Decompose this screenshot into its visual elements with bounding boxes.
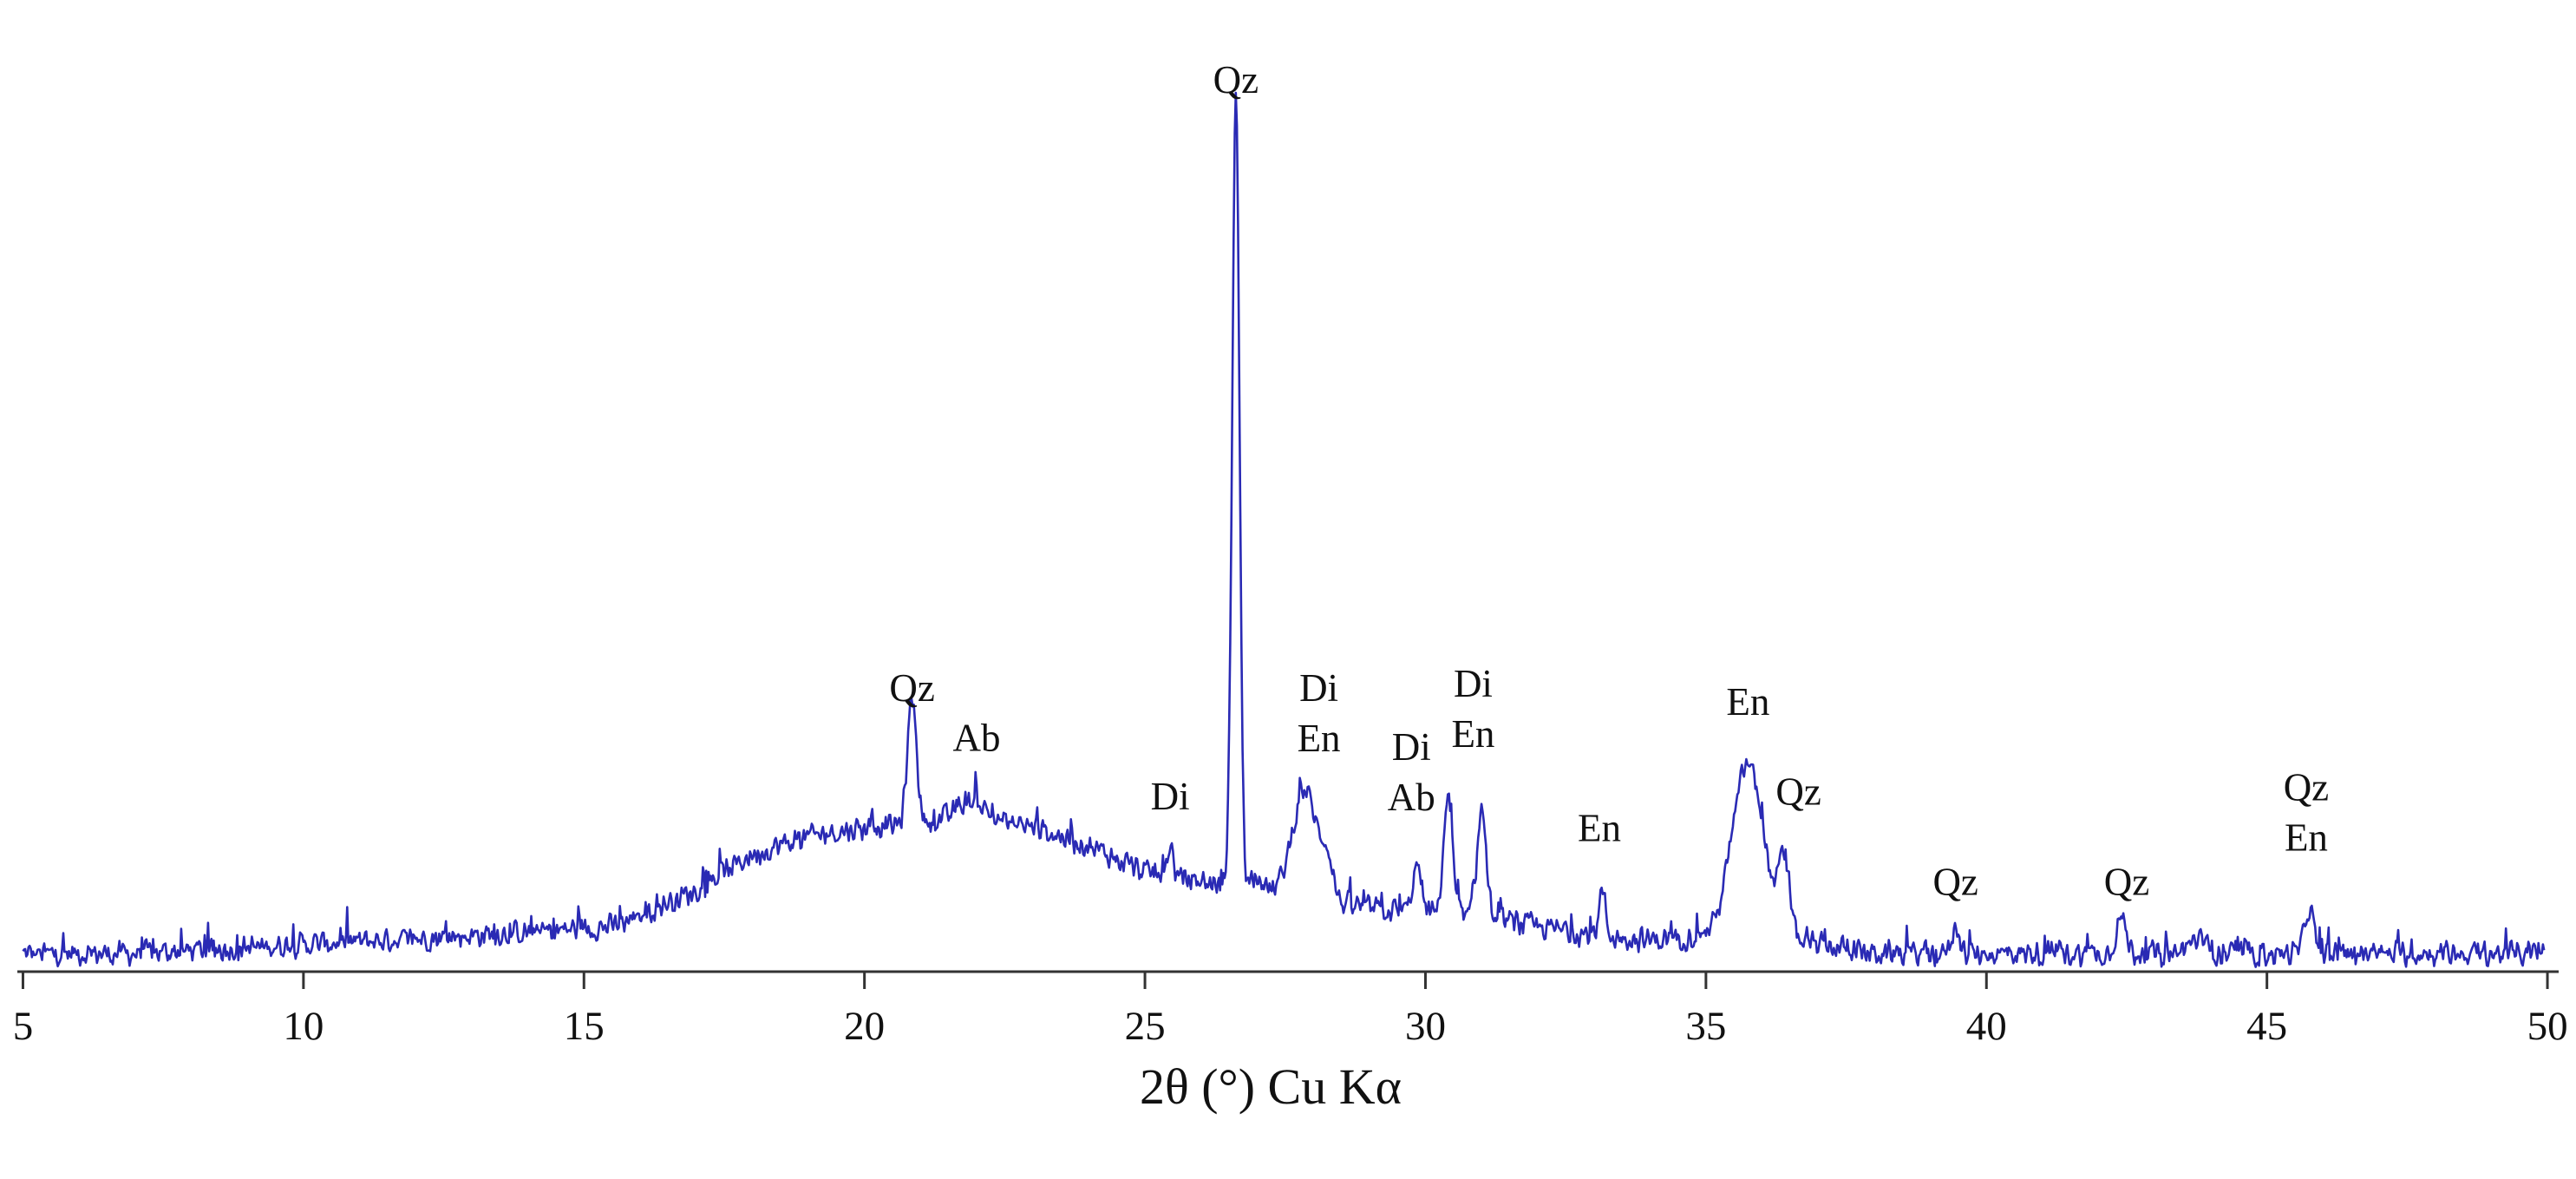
series-layer — [22, 91, 2546, 968]
peak-label-di-4: Di — [1299, 666, 1338, 710]
x-axis-title: 2θ (°) Cu Kα — [1140, 1058, 1402, 1115]
peak-label-qz-12: Qz — [2284, 766, 2329, 809]
peak-label-ab-5: Ab — [1388, 776, 1435, 819]
peak-label-en-8: En — [1726, 680, 1769, 724]
peak-label-en-12: En — [2285, 816, 2328, 860]
peak-label-di-3: Di — [1151, 775, 1190, 818]
x-tick-label-15: 15 — [564, 1004, 605, 1049]
x-tick-label-50: 50 — [2527, 1004, 2568, 1049]
peak-label-qz-10: Qz — [1932, 861, 1978, 904]
peak-label-ab-2: Ab — [953, 716, 1001, 759]
xrd-trace-line — [22, 91, 2546, 968]
x-tick-label-30: 30 — [1405, 1004, 1446, 1049]
peak-label-en-4: En — [1298, 717, 1341, 760]
peak-label-di-6: Di — [1454, 662, 1493, 705]
x-tick-label-35: 35 — [1685, 1004, 1726, 1049]
x-tick-label-5: 5 — [13, 1004, 34, 1049]
peak-label-qz-1: Qz — [889, 666, 934, 710]
x-axis-ticks: 5 10 15 20 25 30 35 40 45 50 — [13, 972, 2568, 1049]
peak-label-en-7: En — [1578, 806, 1621, 849]
peak-labels: Qz Qz Ab Di Di En Di Ab Di En En En Qz Qz Qz Qz En — [889, 58, 2329, 904]
x-tick-label-25: 25 — [1125, 1004, 1166, 1049]
peak-label-di-5: Di — [1392, 725, 1431, 769]
peak-label-qz-0: Qz — [1213, 58, 1259, 102]
x-tick-label-40: 40 — [1966, 1004, 2007, 1049]
x-tick-label-45: 45 — [2246, 1004, 2287, 1049]
peak-label-qz-11: Qz — [2104, 861, 2149, 904]
x-tick-label-10: 10 — [283, 1004, 324, 1049]
peak-label-qz-9: Qz — [1775, 770, 1821, 814]
x-tick-label-20: 20 — [844, 1004, 885, 1049]
peak-label-en-6: En — [1451, 712, 1494, 756]
